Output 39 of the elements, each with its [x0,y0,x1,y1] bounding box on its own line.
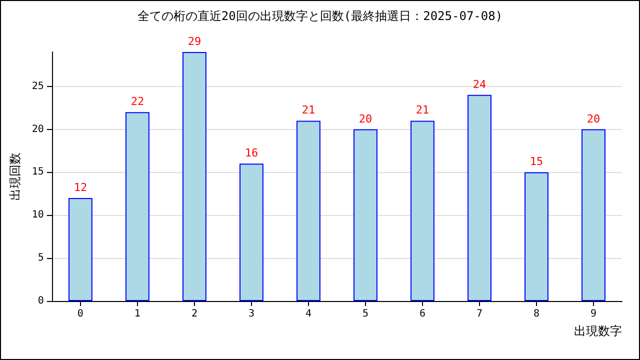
y-tick-label: 0 [38,296,44,306]
x-tick-label: 3 [248,308,254,320]
data-label: 20 [358,112,372,126]
bar [239,164,264,301]
bar [296,120,320,301]
data-label: 12 [74,180,88,194]
bar [182,52,206,301]
y-tick-label: 25 [32,80,44,92]
y-tick-label: 20 [32,124,44,135]
bar [410,120,434,301]
x-tick-label: 8 [533,308,540,320]
data-label: 21 [416,104,430,117]
x-tick-label: 2 [191,308,198,320]
x-tick-label: 7 [476,308,482,320]
data-label: 15 [530,155,544,168]
y-tick-label: 10 [32,210,44,221]
data-label: 22 [130,95,144,108]
data-label: 20 [586,112,600,126]
x-tick-label: 0 [77,308,84,320]
bar [354,129,378,301]
bar [468,94,492,301]
x-tick-label: 1 [134,308,140,320]
bar [125,112,150,301]
y-tick-label: 15 [32,166,44,178]
x-tick-label: 6 [419,308,426,320]
x-tick-label: 5 [362,308,368,320]
bar [582,129,606,301]
data-label: 24 [472,78,486,91]
chart-title: 全ての桁の直近20回の出現数字と回数(最終抽選日：2025-07-08) [137,9,503,23]
y-axis-title: 出現回数 [8,152,22,200]
data-label: 29 [188,35,202,48]
x-tick-label: 4 [305,308,312,320]
data-label: 21 [302,104,316,117]
data-label: 16 [244,146,258,160]
x-axis-title: 出現数字 [574,324,622,338]
bar [524,172,548,301]
bar [68,198,92,301]
x-tick-label: 9 [590,308,597,320]
y-tick-label: 5 [38,252,44,264]
